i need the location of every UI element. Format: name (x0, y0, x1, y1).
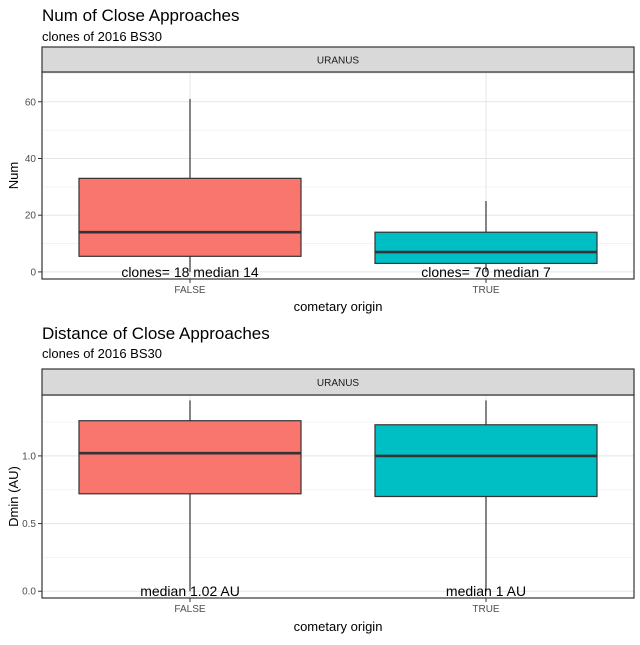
box-annotation: clones= 70 median 7 (421, 264, 551, 280)
chart-1: Distance of Close Approaches clones of 20… (6, 324, 635, 634)
chart-subtitle: clones of 2016 BS30 (42, 346, 162, 361)
y-tick-label: 20 (25, 211, 37, 222)
facet-strip-label: URANUS (317, 56, 360, 67)
box-false: clones= 18 median 14 (78, 98, 302, 280)
box-body (78, 420, 302, 495)
x-tick-label: TRUE (472, 604, 500, 615)
chart-subtitle: clones of 2016 BS30 (42, 29, 162, 44)
x-tick-label: FALSE (174, 285, 205, 296)
box-body (78, 177, 302, 257)
facet-strip-label: URANUS (317, 378, 360, 389)
box-false: median 1.02 AU (78, 400, 302, 599)
box-annotation: median 1.02 AU (140, 583, 240, 599)
y-axis-label: Dmin (AU) (6, 466, 21, 527)
chart-title: Distance of Close Approaches (42, 324, 270, 343)
y-tick-label: 40 (25, 154, 37, 165)
box-annotation: median 1 AU (446, 583, 526, 599)
x-axis-label: cometary origin (294, 619, 383, 634)
y-tick-label: 0 (30, 267, 36, 278)
y-tick-label: 1.0 (22, 451, 36, 462)
x-tick-label: TRUE (472, 285, 500, 296)
facet-strip (41, 46, 635, 73)
box-body (374, 231, 598, 265)
x-axis-label: cometary origin (294, 299, 383, 314)
x-tick-label: FALSE (174, 604, 205, 615)
box-true: clones= 70 median 7 (374, 201, 598, 280)
box-annotation: clones= 18 median 14 (121, 264, 259, 280)
box-body (374, 424, 598, 498)
chart-0: Num of Close Approaches clones of 2016 BS… (6, 6, 635, 314)
y-tick-label: 0.0 (22, 587, 36, 598)
chart-title: Num of Close Approaches (42, 6, 240, 25)
box-true: median 1 AU (374, 400, 598, 599)
y-tick-label: 0.5 (22, 519, 36, 530)
y-tick-label: 60 (25, 97, 37, 108)
y-axis-label: Num (6, 162, 21, 189)
facet-strip (41, 368, 635, 396)
